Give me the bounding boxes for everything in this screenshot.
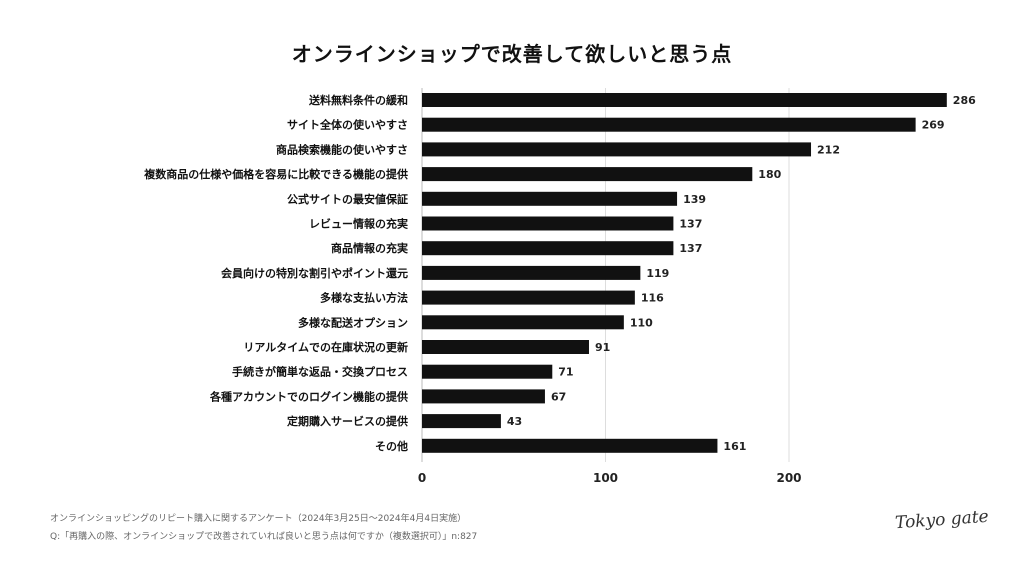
bar xyxy=(422,167,753,182)
category-label: 公式サイトの最安値保証 xyxy=(287,192,408,206)
data-label: 180 xyxy=(758,168,781,181)
bar xyxy=(422,315,624,330)
footer-question: Q:「再購入の際、オンラインショップで改善されていれば良いと思う点は何ですか（複… xyxy=(50,532,478,542)
bar xyxy=(422,340,589,354)
data-label: 286 xyxy=(953,94,976,107)
category-label: 定期購入サービスの提供 xyxy=(287,414,408,428)
data-label: 161 xyxy=(723,440,746,453)
data-label: 119 xyxy=(646,267,669,280)
data-label: 43 xyxy=(507,415,522,428)
category-label: 複数商品の仕様や価格を容易に比較できる機能の提供 xyxy=(143,167,408,181)
data-label: 110 xyxy=(630,316,653,329)
bar xyxy=(422,290,635,305)
x-tick-label: 200 xyxy=(776,471,801,485)
chart-title: オンラインショップで改善して欲しいと思う点 xyxy=(291,42,733,66)
category-label: 商品情報の充実 xyxy=(331,241,408,255)
data-label: 269 xyxy=(922,119,945,132)
data-label: 212 xyxy=(817,143,840,156)
bar xyxy=(422,241,674,256)
tokyo-gate-logo: Tokyo gate xyxy=(894,506,990,534)
footer-survey-info: オンラインショッピングのリピート購入に関するアンケート（2024年3月25日〜2… xyxy=(50,514,467,524)
bar xyxy=(422,364,553,379)
data-label: 71 xyxy=(558,366,573,379)
bar xyxy=(422,414,501,429)
bar xyxy=(422,389,545,404)
bar xyxy=(422,216,674,231)
category-label: リアルタイムでの在庫状況の更新 xyxy=(243,340,408,354)
category-label: 送料無料条件の緩和 xyxy=(308,93,408,107)
category-label: レビュー情報の充実 xyxy=(309,217,408,231)
bar xyxy=(422,191,678,206)
category-label: 会員向けの特別な割引やポイント還元 xyxy=(221,266,408,280)
bar xyxy=(422,93,947,107)
data-label: 91 xyxy=(595,341,610,354)
data-label: 67 xyxy=(551,390,566,403)
category-label: サイト全体の使いやすさ xyxy=(287,118,408,132)
category-label: その他 xyxy=(375,439,408,453)
bar-chart: 0 100 200 送料無料条件の緩和 286 サイト全体の使いやすさ 269 商品検索機能の… xyxy=(143,88,976,485)
category-label: 手続きが簡単な返品・交換プロセス xyxy=(232,365,408,379)
data-label: 139 xyxy=(683,193,706,206)
category-label: 多様な支払い方法 xyxy=(320,291,408,305)
data-label: 137 xyxy=(679,218,702,231)
category-label: 多様な配送オプション xyxy=(298,315,408,329)
bar xyxy=(422,438,718,453)
x-tick-label: 0 xyxy=(418,471,426,485)
bar xyxy=(422,265,641,280)
data-label: 137 xyxy=(679,242,702,255)
x-tick-label: 100 xyxy=(593,471,618,485)
bar xyxy=(422,142,812,157)
data-label: 116 xyxy=(641,292,664,305)
bar xyxy=(422,117,916,132)
category-label: 商品検索機能の使いやすさ xyxy=(276,142,408,156)
category-label: 各種アカウントでのログイン機能の提供 xyxy=(209,389,408,403)
